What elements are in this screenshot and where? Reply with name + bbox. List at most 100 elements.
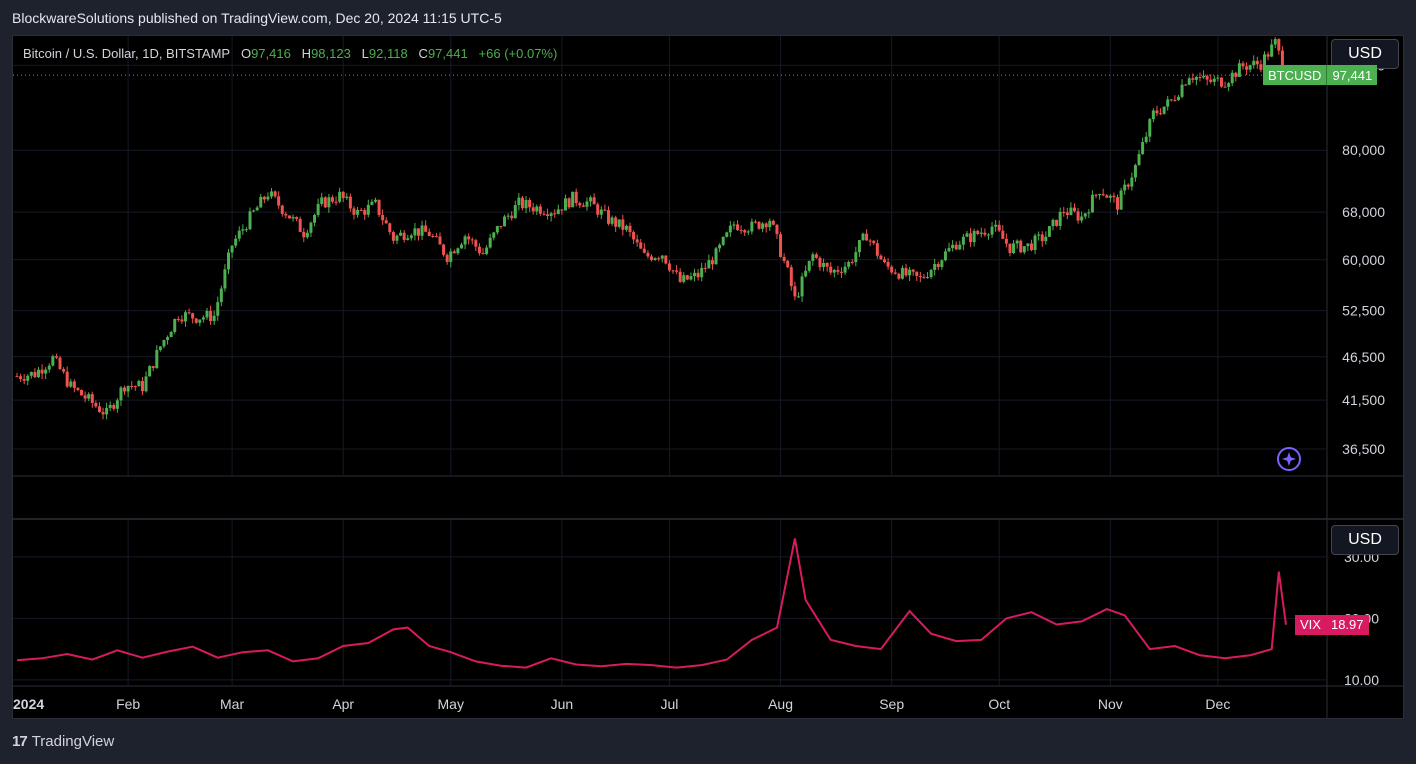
candle-body [499, 226, 503, 228]
candle-body [710, 260, 714, 265]
footer-brand-name: TradingView [31, 733, 115, 750]
candle-body [37, 369, 41, 378]
candle-body [990, 226, 994, 235]
candle-body [54, 356, 58, 358]
sparkle-icon[interactable] [1276, 446, 1302, 472]
candle-body [940, 260, 944, 268]
candle-body [205, 310, 209, 318]
candle-body [879, 255, 883, 260]
candle-body [520, 197, 524, 209]
high-value: 98,123 [311, 46, 351, 61]
candle-body [431, 235, 435, 237]
candle-body [671, 270, 675, 272]
time-axis-label: Dec [1205, 696, 1230, 712]
candle-body [1008, 243, 1012, 254]
candle-body [632, 232, 636, 240]
open-value: 97,416 [251, 46, 291, 61]
candle-body [714, 248, 718, 265]
candle-body [736, 224, 740, 231]
candle-body [1166, 99, 1170, 107]
low-value: 92,118 [368, 46, 408, 61]
vix-currency-button[interactable]: USD [1331, 525, 1399, 555]
candle-body [1019, 240, 1023, 253]
candle-body [743, 230, 747, 233]
candle-body [954, 244, 958, 250]
candle-body [244, 229, 248, 231]
candle-body [753, 221, 757, 223]
price-currency-button[interactable]: USD [1331, 39, 1399, 69]
candle-body [986, 234, 990, 236]
candle-body [348, 196, 352, 209]
candle-body [62, 369, 66, 372]
candle-body [105, 407, 109, 415]
candle-body [492, 232, 496, 238]
time-axis-label: Sep [879, 696, 904, 712]
candle-body [560, 209, 564, 211]
candle-body [1065, 212, 1069, 215]
candle-body [438, 236, 442, 245]
candle-body [140, 381, 144, 392]
candle-body [764, 223, 768, 228]
candle-body [1234, 72, 1238, 77]
candle-body [689, 276, 693, 280]
time-axis-label: Jul [660, 696, 678, 712]
candle-body [201, 317, 205, 320]
candle-body [563, 198, 567, 211]
candle-body [474, 240, 478, 247]
price-axis-label: 46,500 [1342, 349, 1385, 365]
candle-body [628, 225, 632, 233]
candle-body [384, 220, 388, 224]
candle-body [506, 215, 510, 217]
footer-brand[interactable]: 17 TradingView [12, 733, 114, 750]
candle-body [832, 269, 836, 273]
chart-container[interactable]: 2024FebMarAprMayJunJulAugSepOctNovDec100… [12, 35, 1404, 719]
candle-body [481, 253, 485, 255]
candle-body [915, 271, 919, 276]
candle-body [1123, 184, 1127, 191]
candle-body [592, 197, 596, 205]
candle-body [825, 262, 829, 267]
candle-body [1173, 100, 1177, 102]
candle-body [1119, 190, 1123, 210]
publish-info: BlockwareSolutions published on TradingV… [12, 10, 502, 26]
candle-body [477, 246, 481, 254]
candle-body [1205, 75, 1209, 80]
candle-body [158, 346, 162, 350]
candle-body [130, 385, 134, 387]
candle-body [420, 225, 424, 236]
candle-body [1112, 195, 1116, 198]
candle-body [757, 221, 761, 229]
candle-body [976, 230, 980, 234]
chart-canvas[interactable]: 2024FebMarAprMayJunJulAugSepOctNovDec100… [13, 36, 1403, 718]
candle-body [900, 267, 904, 279]
candle-body [352, 208, 356, 215]
symbol-description: Bitcoin / U.S. Dollar, 1D, BITSTAMP [23, 46, 231, 61]
last-price-value: 97,441 [1326, 65, 1378, 86]
candle-body [424, 225, 428, 232]
candle-body [814, 254, 818, 258]
candle-body [510, 215, 514, 219]
candle-body [1255, 60, 1259, 65]
candle-body [1116, 197, 1120, 210]
candle-body [80, 389, 84, 396]
candle-body [209, 310, 213, 322]
candle-body [642, 248, 646, 253]
candle-body [234, 238, 238, 246]
candle-body [739, 230, 743, 232]
candle-body [725, 232, 729, 237]
candle-body [653, 258, 657, 261]
time-axis-label: 2024 [13, 696, 44, 712]
candle-body [535, 206, 539, 212]
candle-body [578, 203, 582, 206]
candle-body [1141, 142, 1145, 155]
candle-body [341, 191, 345, 199]
candle-body [1209, 79, 1213, 82]
candle-body [467, 236, 471, 240]
candle-body [549, 213, 553, 217]
candle-body [1184, 84, 1188, 86]
candle-body [546, 214, 550, 217]
candle-body [675, 270, 679, 272]
candle-body [180, 319, 184, 322]
candle-body [395, 235, 399, 241]
candle-body [87, 394, 91, 399]
